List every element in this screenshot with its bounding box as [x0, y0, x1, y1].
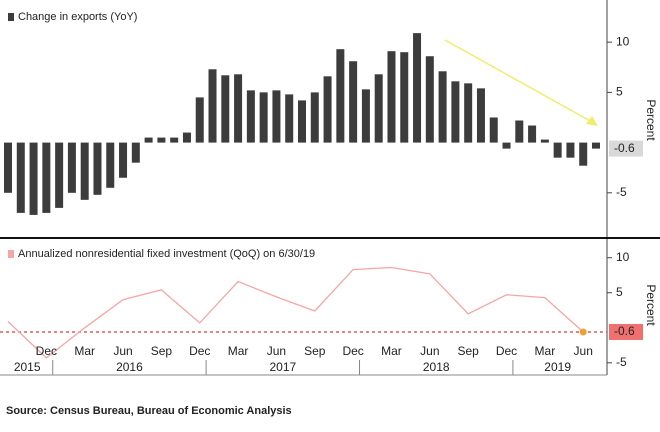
- bar: [119, 142, 128, 178]
- bar: [221, 75, 230, 143]
- x-year-label: 2019: [544, 360, 571, 374]
- bar: [310, 92, 319, 143]
- bar: [157, 137, 166, 143]
- bar: [489, 117, 498, 143]
- bar: [80, 142, 89, 200]
- bar: [349, 61, 358, 143]
- last-value-label: -0.6: [614, 141, 635, 155]
- legend-label: Annualized nonresidential fixed investme…: [18, 248, 315, 260]
- bar: [323, 76, 332, 143]
- x-tick-label: Mar: [228, 344, 249, 358]
- bar: [131, 142, 140, 163]
- legend-swatch: [8, 13, 14, 21]
- bar: [55, 142, 64, 208]
- x-tick-label: Jun: [420, 344, 439, 358]
- bar: [336, 49, 345, 143]
- last-value-box: [609, 140, 643, 157]
- y-tick-label: 10: [616, 34, 630, 48]
- x-tick-label: Mar: [535, 344, 556, 358]
- x-tick-label: Sep: [457, 344, 479, 358]
- y-axis-label: Percent: [644, 284, 658, 326]
- bar: [387, 51, 396, 143]
- x-year-label: 2017: [269, 360, 296, 374]
- x-year-label: 2016: [116, 360, 143, 374]
- legend-swatch: [8, 250, 14, 258]
- bar: [272, 90, 281, 143]
- x-tick-label: Mar: [74, 344, 95, 358]
- bar: [144, 137, 153, 143]
- bar: [361, 89, 370, 143]
- bar: [170, 137, 179, 143]
- source: Source: Census Bureau, Bureau of Economi…: [6, 405, 292, 417]
- line: [7, 266, 584, 359]
- bar: [208, 69, 217, 143]
- bar: [592, 142, 600, 149]
- x-tick-label: Sep: [304, 344, 326, 358]
- y-tick-label: -5: [616, 355, 627, 369]
- bar: [502, 142, 511, 149]
- bar: [4, 142, 12, 193]
- bar: [566, 142, 575, 158]
- bar: [285, 94, 294, 143]
- x-tick-label: Dec: [189, 344, 210, 358]
- bar: [476, 88, 485, 143]
- bar: [298, 100, 306, 143]
- bar: [67, 142, 76, 193]
- bar: [413, 33, 422, 143]
- bar: [438, 71, 447, 143]
- bar: [540, 139, 549, 143]
- bar: [400, 52, 409, 143]
- bar: [579, 142, 588, 166]
- x-tick-label: Jun: [113, 344, 132, 358]
- bar: [195, 97, 204, 143]
- legend-label: Change in exports (YoY): [18, 11, 137, 23]
- bar: [106, 142, 115, 188]
- trend-arrowhead: [586, 116, 598, 126]
- last-value-label: -0.6: [614, 324, 635, 338]
- bar: [451, 81, 460, 143]
- bar: [528, 125, 537, 143]
- x-tick-label: Jun: [267, 344, 286, 358]
- x-tick-label: Mar: [381, 344, 402, 358]
- trend-arrow: [444, 39, 593, 123]
- bar: [259, 92, 268, 143]
- x-tick-label: Dec: [36, 344, 57, 358]
- bar: [515, 120, 524, 143]
- bar: [425, 56, 434, 143]
- last-point: [579, 328, 587, 336]
- bar: [16, 142, 25, 213]
- bar: [29, 142, 38, 215]
- bar: [234, 74, 243, 143]
- y-tick-label: -5: [616, 185, 627, 199]
- last-value-box: [609, 323, 643, 340]
- x-year-label: 2018: [423, 360, 450, 374]
- bar: [42, 142, 51, 213]
- x-tick-label: Dec: [342, 344, 363, 358]
- bar: [374, 74, 383, 143]
- bar: [182, 132, 191, 143]
- x-year-label: 2015: [14, 360, 41, 374]
- bar: [553, 142, 562, 158]
- y-tick-label: 10: [616, 250, 630, 264]
- x-tick-label: Sep: [151, 344, 173, 358]
- y-tick-label: 5: [616, 285, 623, 299]
- bar: [464, 83, 473, 143]
- y-axis-label: Percent: [644, 99, 658, 141]
- bar: [246, 90, 255, 143]
- x-tick-label: Jun: [574, 344, 593, 358]
- x-tick-label: Dec: [496, 344, 517, 358]
- y-tick-label: 5: [616, 85, 623, 99]
- bar: [93, 142, 102, 195]
